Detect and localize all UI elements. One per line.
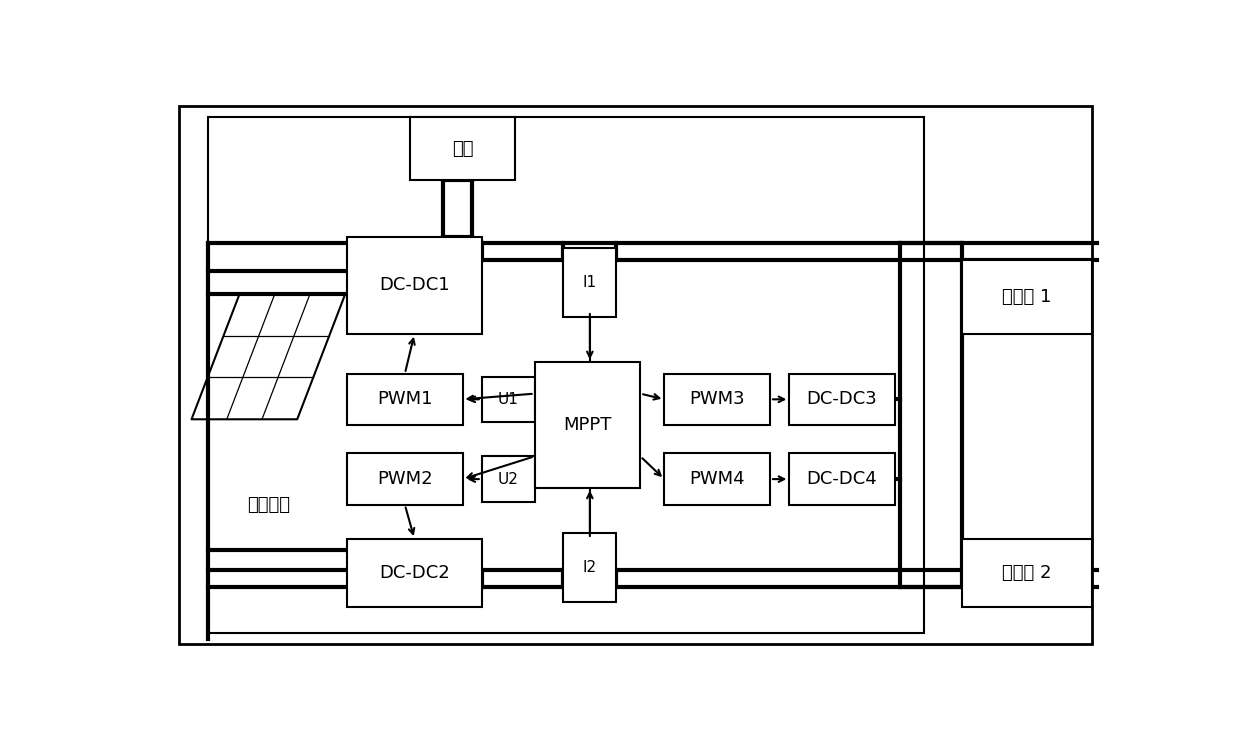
Text: DC-DC3: DC-DC3 xyxy=(807,390,878,408)
Text: I2: I2 xyxy=(583,560,596,575)
Text: MPPT: MPPT xyxy=(563,416,611,434)
FancyBboxPatch shape xyxy=(563,249,616,317)
FancyBboxPatch shape xyxy=(534,363,640,488)
FancyBboxPatch shape xyxy=(409,117,516,180)
FancyBboxPatch shape xyxy=(665,374,770,425)
FancyBboxPatch shape xyxy=(481,457,534,502)
Text: I1: I1 xyxy=(583,275,596,290)
FancyBboxPatch shape xyxy=(347,374,463,425)
Text: 蓄电池 2: 蓄电池 2 xyxy=(1002,564,1052,582)
Text: DC-DC2: DC-DC2 xyxy=(379,564,450,582)
Text: PWM1: PWM1 xyxy=(377,390,433,408)
Text: U1: U1 xyxy=(497,392,518,407)
FancyBboxPatch shape xyxy=(347,237,481,334)
Text: PWM3: PWM3 xyxy=(689,390,745,408)
FancyBboxPatch shape xyxy=(962,539,1092,608)
FancyBboxPatch shape xyxy=(789,454,895,505)
FancyBboxPatch shape xyxy=(665,454,770,505)
Text: 光伏阵列: 光伏阵列 xyxy=(247,496,290,514)
Text: U2: U2 xyxy=(497,471,518,487)
Text: PWM2: PWM2 xyxy=(377,470,433,488)
Text: 蓄电池 1: 蓄电池 1 xyxy=(1002,288,1052,306)
FancyBboxPatch shape xyxy=(347,454,463,505)
FancyBboxPatch shape xyxy=(563,534,616,602)
Text: DC-DC4: DC-DC4 xyxy=(807,470,878,488)
Text: DC-DC1: DC-DC1 xyxy=(379,276,450,295)
FancyBboxPatch shape xyxy=(962,260,1092,334)
FancyBboxPatch shape xyxy=(347,539,481,608)
Text: 负载: 负载 xyxy=(451,140,474,158)
FancyBboxPatch shape xyxy=(789,374,895,425)
Text: PWM4: PWM4 xyxy=(689,470,745,488)
FancyBboxPatch shape xyxy=(481,377,534,422)
